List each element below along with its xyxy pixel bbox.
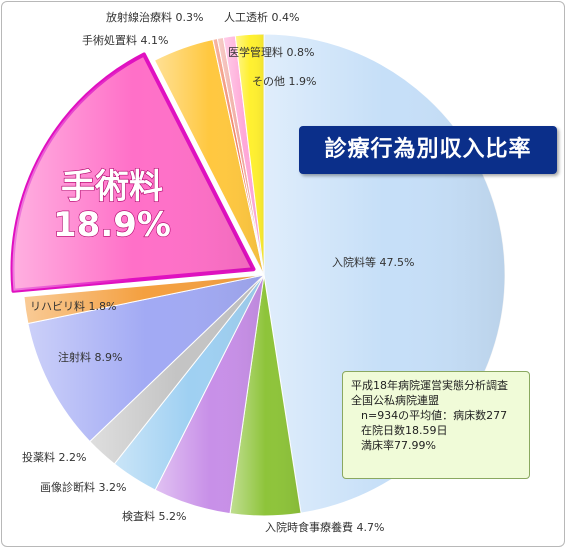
pie-slice-8 <box>10 52 256 293</box>
note-line: 平成18年病院運営実態分析調査 <box>351 379 508 392</box>
slice-label: 手術処置料 4.1% <box>82 33 168 47</box>
pie-slice-sheen <box>23 275 264 324</box>
pie-slice-sheen <box>223 35 264 276</box>
highlight-slice-name: 手術料 <box>61 167 163 207</box>
pie-slice-sheen <box>114 275 265 491</box>
slice-label: 放射線治療料 0.3% <box>106 10 203 24</box>
pie-slice-13 <box>234 33 265 276</box>
pie-slice-sheen <box>154 39 264 275</box>
pie-labels: 入院料等 47.5% 入院時食事療養費 4.7% 検査料 5.2% 画像診断料 3.2… <box>22 10 414 534</box>
survey-note: 平成18年病院運営実態分析調査 全国公私病院連盟 n=934の平均値：病床数27… <box>342 371 530 479</box>
pie-slice-sheen <box>212 38 264 275</box>
note-line: 在院日数18.59日 <box>361 424 448 437</box>
pie-slice-sheen <box>27 275 264 442</box>
slice-label: 画像診断料 3.2% <box>40 480 126 494</box>
slice-label: 医学管理料 0.8% <box>228 45 314 59</box>
slice-label: 入院料等 47.5% <box>332 255 414 269</box>
slice-label: 入院時食事療養費 4.7% <box>265 520 384 534</box>
pie-slice-sheen <box>89 275 265 464</box>
pie-slice-sheen <box>230 275 301 516</box>
slice-label: 検査料 5.2% <box>122 509 186 523</box>
pie-slice-sheen <box>155 275 264 514</box>
slice-label: 注射料 8.9% <box>58 350 122 364</box>
pie-slice-3 <box>154 274 265 515</box>
slice-label: 投薬料 2.2% <box>22 450 86 464</box>
note-line: 満床率77.99% <box>361 439 436 452</box>
pie-slice-7 <box>23 274 265 325</box>
chart-title: 診療行為別収入比率 <box>299 126 557 174</box>
pie-slice-6 <box>27 274 265 442</box>
pie-slice-sheen <box>235 34 264 275</box>
highlight-slice-value: 18.9% <box>53 205 171 245</box>
slice-label: 人工透析 0.4% <box>224 10 299 24</box>
note-line: n=934の平均値：病床数277 <box>361 409 508 422</box>
slice-label: リハビリ料 1.8% <box>30 299 116 313</box>
slice-label: その他 1.9% <box>252 75 316 88</box>
pie-slice-sheen <box>217 37 264 275</box>
pie-slice-sheen <box>12 54 254 291</box>
pie-slices <box>10 33 506 517</box>
note-line: 全国公私病院連盟 <box>351 394 439 407</box>
